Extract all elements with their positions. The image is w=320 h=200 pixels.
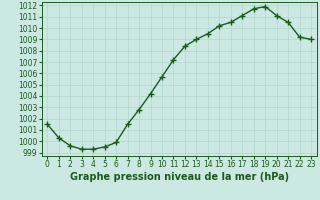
- X-axis label: Graphe pression niveau de la mer (hPa): Graphe pression niveau de la mer (hPa): [70, 172, 289, 182]
